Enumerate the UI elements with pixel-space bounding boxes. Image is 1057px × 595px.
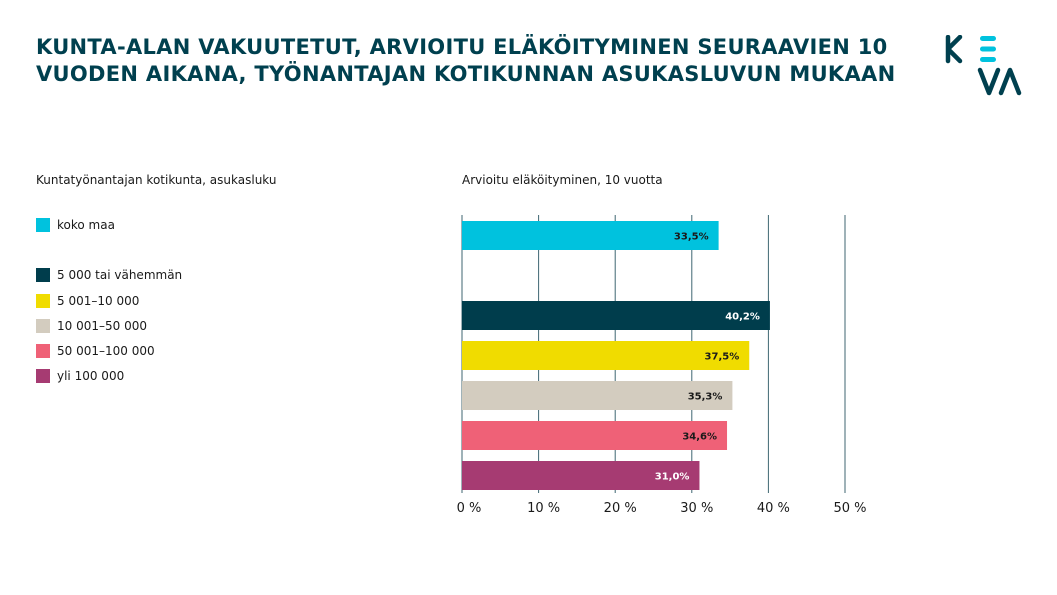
keva-logo-letter-k [945, 35, 963, 64]
legend-swatch-koko-maa [36, 218, 50, 232]
x-tick-label-20: 20 % [604, 501, 637, 516]
bar-5 [462, 461, 700, 490]
bar-value-label-3: 35,3% [688, 392, 723, 403]
keva-logo-letter-e-mid [980, 46, 996, 52]
legend-label: yli 100 000 [57, 369, 125, 383]
legend-swatch-over-100000 [36, 369, 50, 383]
legend-label: 50 001–100 000 [57, 344, 155, 358]
chart-heading: Arvioitu eläköityminen, 10 vuotta [462, 173, 663, 187]
chart-title-line1: KUNTA-ALAN VAKUUTETUT, ARVIOITU ELÄKÖITY… [36, 35, 888, 59]
bar-value-label-0: 33,5% [674, 232, 709, 243]
legend-heading: Kuntatyönantajan kotikunta, asukasluku [36, 173, 277, 187]
legend-label: koko maa [57, 218, 115, 232]
chart-title: KUNTA-ALAN VAKUUTETUT, ARVIOITU ELÄKÖITY… [36, 34, 916, 88]
bar-1 [462, 301, 770, 330]
x-tick-label-40: 40 % [757, 501, 790, 516]
keva-logo-letter-a [998, 67, 1022, 96]
bar-value-label-2: 37,5% [705, 352, 740, 363]
bar-2 [462, 341, 750, 370]
bar-value-label-5: 31,0% [655, 472, 690, 483]
bar-0 [462, 221, 719, 250]
bar-4 [462, 421, 728, 450]
keva-logo [945, 35, 1022, 96]
bar-value-label-1: 40,2% [725, 312, 760, 323]
legend-item-50001-100000: 50 001–100 000 [36, 344, 155, 358]
keva-logo-letter-e-top [980, 36, 996, 41]
x-tick-label-30: 30 % [680, 501, 713, 516]
legend-item-5000-or-less: 5 000 tai vähemmän [36, 268, 182, 282]
x-tick-label-10: 10 % [527, 501, 560, 516]
chart-title-line2: VUODEN AIKANA, TYÖNANTAJAN KOTIKUNNAN AS… [36, 62, 896, 86]
keva-logo-letter-e-bot [980, 57, 996, 62]
legend-label: 5 000 tai vähemmän [57, 268, 183, 282]
legend-swatch-5001-10000 [36, 294, 50, 308]
bar-value-label-4: 34,6% [682, 432, 717, 443]
legend-item-koko-maa: koko maa [36, 218, 115, 232]
legend-label: 5 001–10 000 [57, 294, 140, 308]
legend-item-5001-10000: 5 001–10 000 [36, 294, 139, 308]
legend-swatch-50001-100000 [36, 344, 50, 358]
legend-swatch-5000-or-less [36, 268, 50, 282]
x-tick-label-50: 50 % [833, 501, 866, 516]
legend-label: 10 001–50 000 [57, 319, 147, 333]
bar-3 [462, 381, 733, 410]
legend-item-10001-50000: 10 001–50 000 [36, 319, 147, 333]
x-tick-label-0: 0 % [457, 501, 482, 516]
legend-item-over-100000: yli 100 000 [36, 369, 124, 383]
keva-logo-letter-v [977, 67, 1001, 96]
legend-swatch-10001-50000 [36, 319, 50, 333]
